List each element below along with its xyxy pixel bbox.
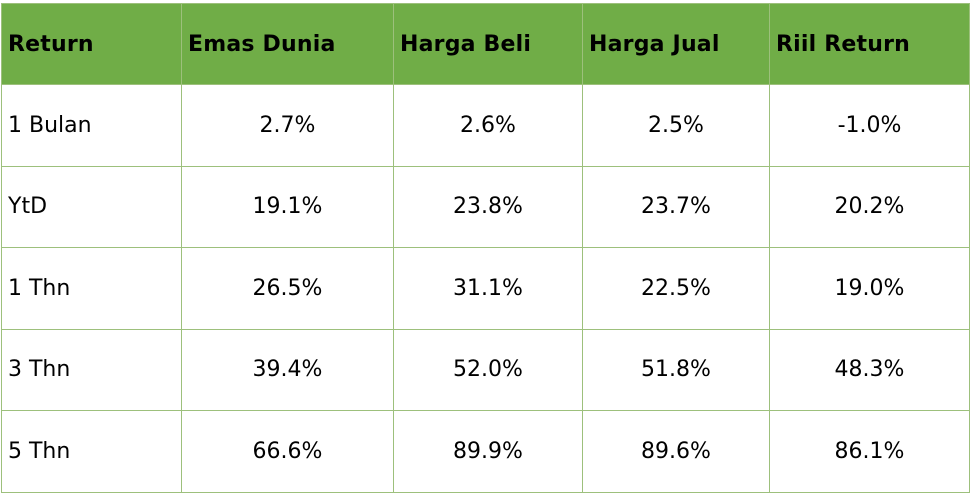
cell-emas-dunia: 66.6%: [181, 410, 394, 493]
row-label: 5 Thn: [1, 410, 182, 493]
cell-emas-dunia: 2.7%: [181, 84, 394, 167]
cell-riil-return: -1.0%: [769, 84, 970, 167]
return-table: Return Emas Dunia Harga Beli Harga Jual …: [1, 3, 970, 493]
cell-harga-beli: 52.0%: [393, 328, 583, 411]
row-label: 3 Thn: [1, 328, 182, 411]
header-return: Return: [1, 3, 182, 85]
header-emas-dunia: Emas Dunia: [181, 3, 394, 85]
row-label: 1 Bulan: [1, 84, 182, 167]
table-row: 1 Bulan 2.7% 2.6% 2.5% -1.0%: [1, 84, 970, 167]
table-row: YtD 19.1% 23.8% 23.7% 20.2%: [1, 165, 970, 248]
table-row: 3 Thn 39.4% 52.0% 51.8% 48.3%: [1, 328, 970, 411]
cell-harga-jual: 2.5%: [582, 84, 770, 167]
row-label: 1 Thn: [1, 247, 182, 330]
cell-harga-jual: 89.6%: [582, 410, 770, 493]
cell-harga-jual: 51.8%: [582, 328, 770, 411]
return-table-container: Return Emas Dunia Harga Beli Harga Jual …: [1, 3, 970, 493]
header-harga-beli: Harga Beli: [393, 3, 583, 85]
row-label: YtD: [1, 165, 182, 248]
cell-riil-return: 48.3%: [769, 328, 970, 411]
cell-harga-beli: 31.1%: [393, 247, 583, 330]
cell-harga-beli: 2.6%: [393, 84, 583, 167]
header-row: Return Emas Dunia Harga Beli Harga Jual …: [1, 3, 970, 85]
cell-harga-jual: 22.5%: [582, 247, 770, 330]
table-row: 5 Thn 66.6% 89.9% 89.6% 86.1%: [1, 410, 970, 493]
cell-riil-return: 19.0%: [769, 247, 970, 330]
cell-riil-return: 86.1%: [769, 410, 970, 493]
cell-riil-return: 20.2%: [769, 165, 970, 248]
table-row: 1 Thn 26.5% 31.1% 22.5% 19.0%: [1, 247, 970, 330]
cell-emas-dunia: 39.4%: [181, 328, 394, 411]
cell-harga-beli: 89.9%: [393, 410, 583, 493]
cell-harga-jual: 23.7%: [582, 165, 770, 248]
header-riil-return: Riil Return: [769, 3, 970, 85]
cell-emas-dunia: 26.5%: [181, 247, 394, 330]
cell-emas-dunia: 19.1%: [181, 165, 394, 248]
cell-harga-beli: 23.8%: [393, 165, 583, 248]
header-harga-jual: Harga Jual: [582, 3, 770, 85]
